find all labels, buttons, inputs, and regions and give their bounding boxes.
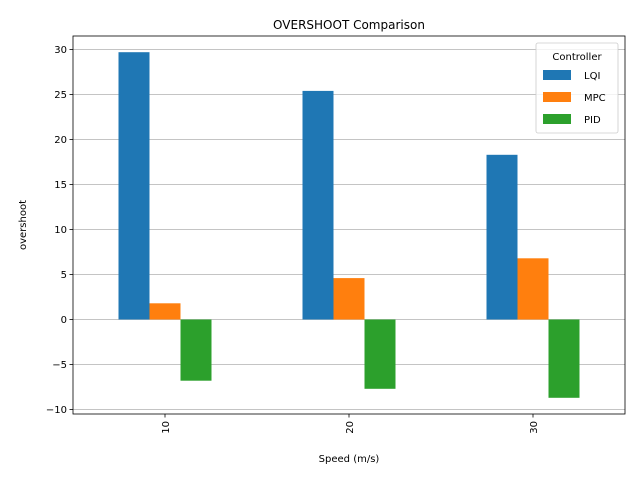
legend-label-lqi: LQI xyxy=(584,71,600,82)
legend-label-pid: PID xyxy=(584,115,601,126)
x-axis-label: Speed (m/s) xyxy=(319,454,380,465)
bar-mpc-30 xyxy=(517,258,549,320)
legend-title: Controller xyxy=(552,52,602,63)
x-axis: 10 20 30 xyxy=(161,414,540,434)
x-tick-label: 30 xyxy=(529,421,540,434)
legend-swatch-mpc xyxy=(543,92,571,102)
bar-pid-30 xyxy=(548,319,580,398)
y-axis: −10 −5 0 5 10 15 20 25 30 xyxy=(46,45,73,416)
bar-lqi-20 xyxy=(302,90,334,320)
bar-pid-20 xyxy=(364,319,396,389)
bar-mpc-20 xyxy=(333,278,365,320)
legend-swatch-lqi xyxy=(543,70,571,80)
y-axis-label: overshoot xyxy=(18,200,29,250)
y-tick-label: −5 xyxy=(52,360,67,371)
y-tick-label: 5 xyxy=(61,270,67,281)
legend-swatch-pid xyxy=(543,114,571,124)
y-tick-label: 30 xyxy=(54,45,67,56)
y-tick-label: 20 xyxy=(54,135,67,146)
y-tick-label: 0 xyxy=(61,315,67,326)
bars xyxy=(118,52,580,398)
legend-label-mpc: MPC xyxy=(584,93,606,104)
bar-lqi-10 xyxy=(118,52,150,320)
y-tick-label: 25 xyxy=(54,90,67,101)
legend: Controller LQI MPC PID xyxy=(535,42,619,134)
chart-title: OVERSHOOT Comparison xyxy=(273,18,425,32)
x-tick-label: 10 xyxy=(161,421,172,434)
bar-lqi-30 xyxy=(486,154,518,320)
x-tick-label: 20 xyxy=(345,421,356,434)
y-tick-label: −10 xyxy=(46,405,67,416)
bar-pid-10 xyxy=(180,319,212,381)
y-tick-label: 15 xyxy=(54,180,67,191)
legend-items: LQI MPC PID xyxy=(543,70,606,126)
y-tick-label: 10 xyxy=(54,225,67,236)
legend-box xyxy=(535,42,619,134)
bar-mpc-10 xyxy=(149,303,181,320)
